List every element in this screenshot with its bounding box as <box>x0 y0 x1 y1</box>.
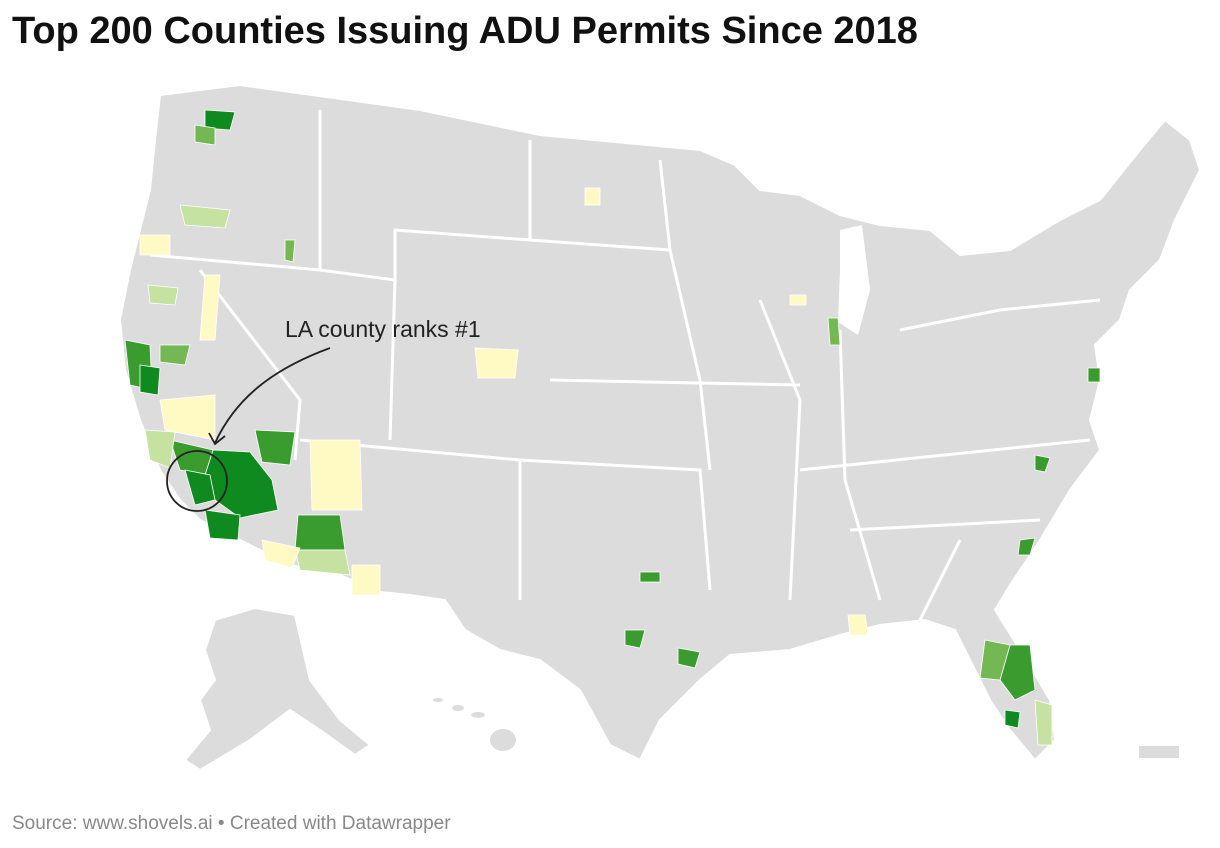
hawaii <box>431 696 518 753</box>
alaska <box>183 606 372 772</box>
la-circle <box>166 450 228 512</box>
land <box>118 83 1202 772</box>
arrow-head <box>208 432 226 446</box>
source-credit: Source: www.shovels.ai • Created with Da… <box>12 813 451 834</box>
map-title: Top 200 Counties Issuing ADU Permits Sin… <box>12 10 918 52</box>
contiguous-us <box>118 83 1202 762</box>
annotation: LA county ranks #1 <box>166 316 481 512</box>
annotation-text: LA county ranks #1 <box>285 316 481 342</box>
annotation-arrow <box>214 347 331 444</box>
lake-michigan <box>838 225 870 335</box>
puerto-rico <box>1137 744 1181 760</box>
state-borders <box>149 110 1101 621</box>
